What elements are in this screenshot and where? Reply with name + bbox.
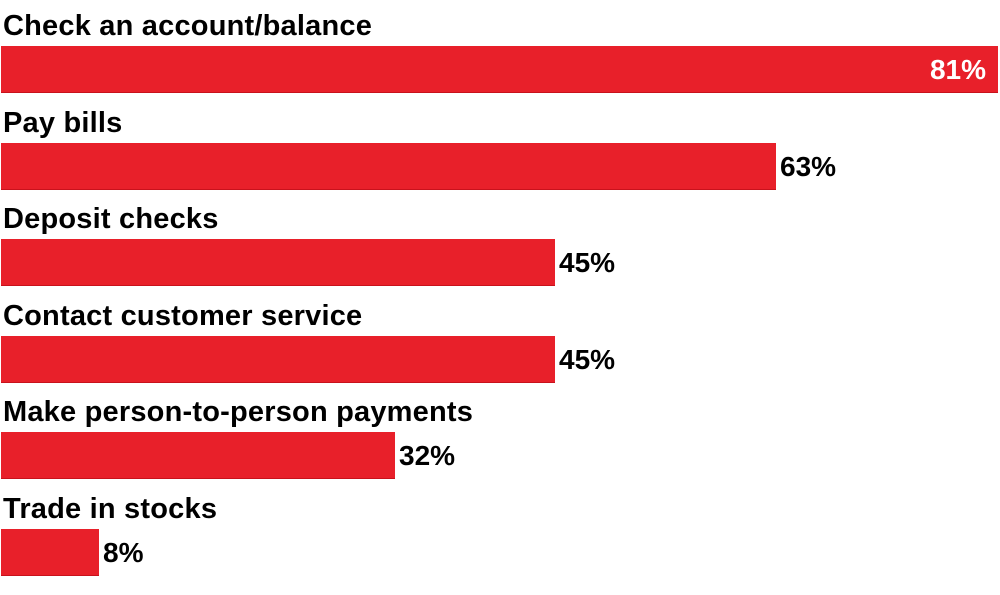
value-label: 45% [559,247,616,278]
value-label: 81% [929,54,986,85]
value-label: 63% [780,150,837,182]
bar [1,239,555,286]
category-label: Check an account/balance [3,10,373,42]
bar [1,46,998,93]
category-label: Trade in stocks [3,492,218,525]
bar [1,432,395,479]
bar [1,142,776,190]
category-label: Make person-to-person payments [3,396,474,428]
category-label: Contact customer service [3,299,363,332]
bar [1,528,99,576]
category-label: Deposit checks [3,203,219,235]
value-label: 45% [559,343,616,375]
category-label: Pay bills [3,106,123,139]
bar [1,335,555,383]
value-label: 8% [103,536,144,568]
value-label: 32% [399,440,456,471]
